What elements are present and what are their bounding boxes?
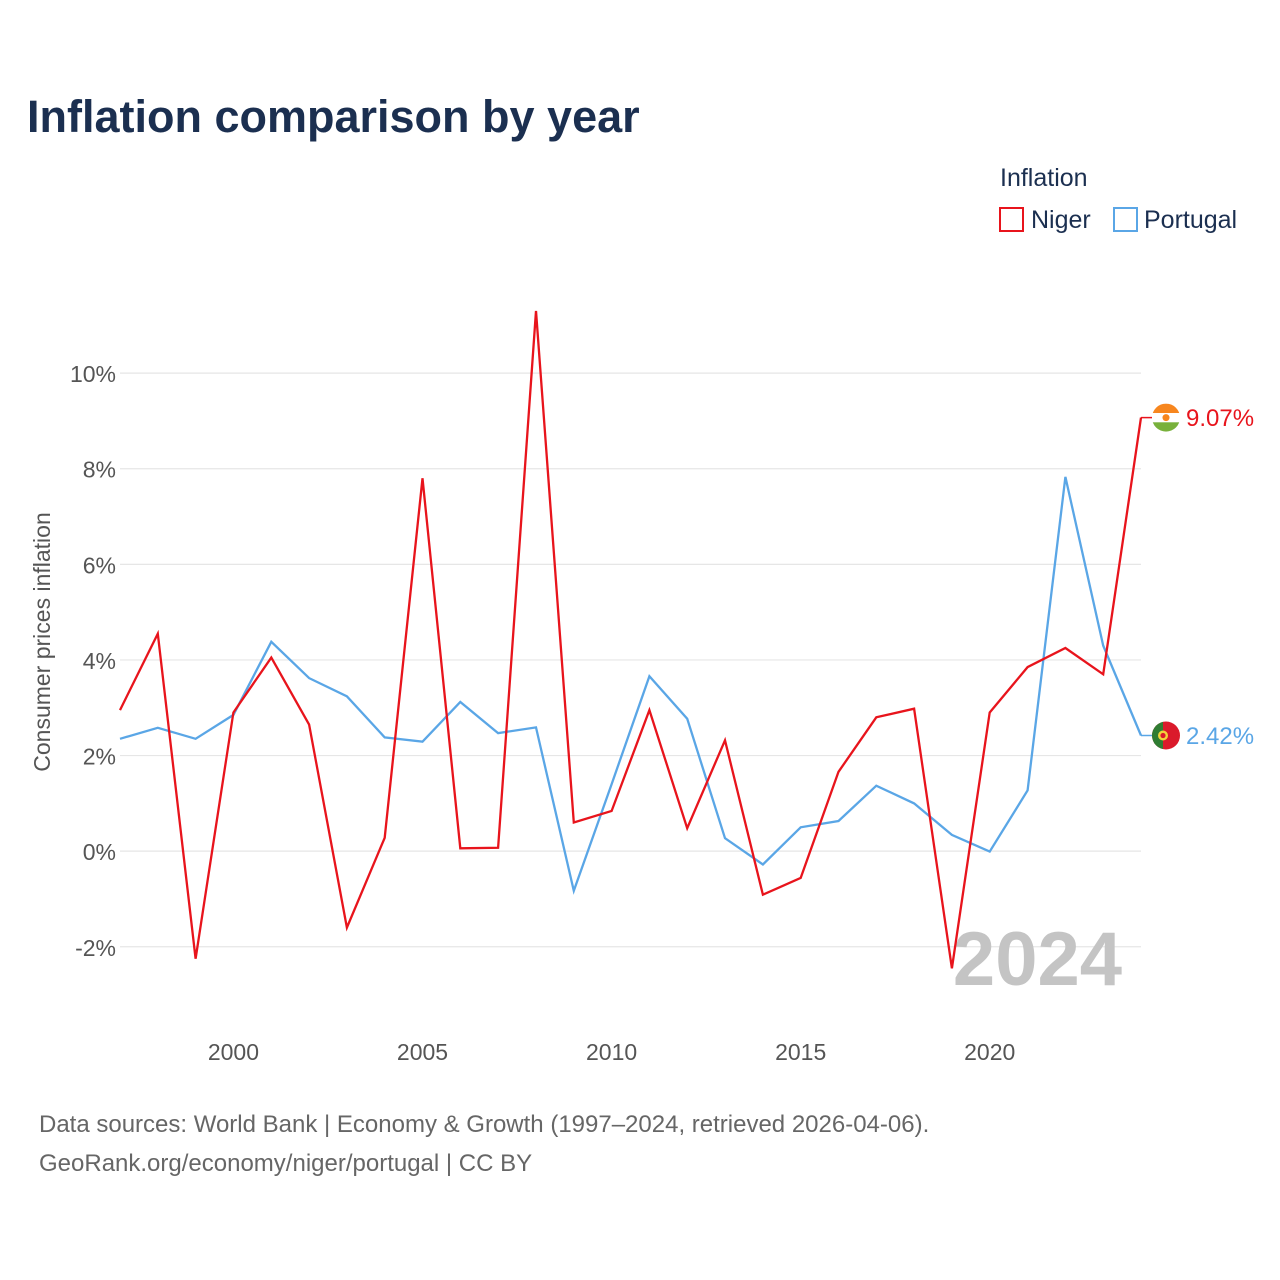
y-axis-ticks: -2% 0% 2% 4% 6% 8% 10% — [70, 361, 116, 961]
source-line-2: GeoRank.org/economy/niger/portugal | CC … — [39, 1150, 532, 1177]
y-tick-label: 10% — [70, 361, 116, 387]
x-tick-label: 2005 — [397, 1039, 448, 1065]
y-tick-label: 2% — [83, 744, 116, 770]
y-tick-label: 6% — [83, 552, 116, 578]
legend-swatch-niger[interactable] — [999, 207, 1024, 232]
niger-end-marker: 9.07% — [1141, 403, 1254, 432]
series-lines — [118, 310, 1143, 969]
x-tick-label: 2010 — [586, 1039, 637, 1065]
y-tick-label: -2% — [75, 935, 116, 961]
x-tick-label: 2015 — [775, 1039, 826, 1065]
year-watermark: 2024 — [953, 917, 1122, 1002]
x-tick-label: 2000 — [208, 1039, 259, 1065]
y-tick-label: 0% — [83, 839, 116, 865]
chart-title: Inflation comparison by year — [27, 91, 640, 142]
x-tick-label: 2020 — [964, 1039, 1015, 1065]
series-line-niger — [118, 310, 1143, 969]
niger-end-label: 9.07% — [1186, 405, 1254, 432]
legend-title: Inflation — [1000, 164, 1088, 192]
portugal-end-marker: 2.42% — [1141, 721, 1254, 750]
legend-label-niger[interactable]: Niger — [1031, 206, 1091, 234]
portugal-end-label: 2.42% — [1186, 723, 1254, 750]
series-line-portugal — [119, 476, 1143, 895]
niger-flag-icon — [1152, 403, 1180, 432]
y-axis-label: Consumer prices inflation — [29, 512, 55, 772]
legend-label-portugal[interactable]: Portugal — [1144, 206, 1237, 234]
y-tick-label: 8% — [83, 457, 116, 483]
x-axis-ticks: 2000 2005 2010 2015 2020 — [208, 1039, 1015, 1065]
legend-swatch-portugal[interactable] — [1113, 207, 1138, 232]
portugal-flag-icon — [1152, 721, 1180, 750]
legend: Inflation Niger Portugal — [999, 164, 1237, 234]
y-tick-label: 4% — [83, 648, 116, 674]
source-line-1: Data sources: World Bank | Economy & Gro… — [39, 1111, 929, 1138]
